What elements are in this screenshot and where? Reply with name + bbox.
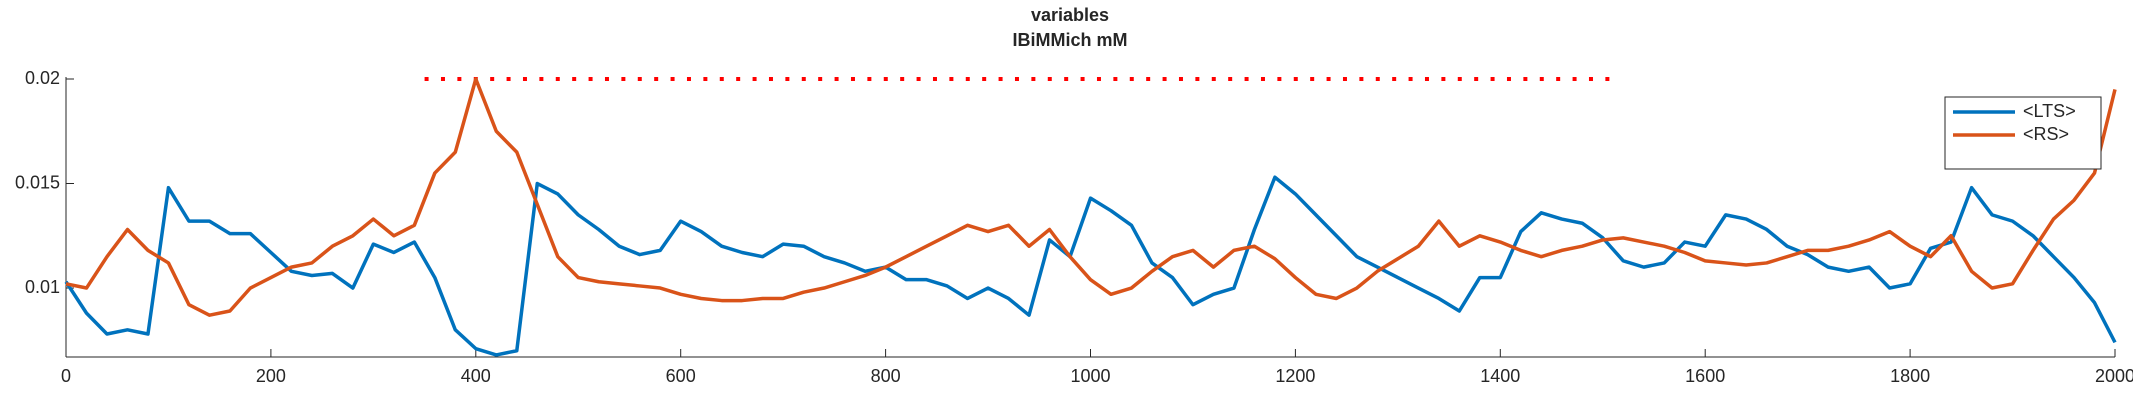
x-tick-label: 1600 (1685, 366, 1725, 386)
series-line (65, 77, 2117, 317)
legend-box (1944, 96, 2102, 170)
legend-label: <RS> (2023, 124, 2069, 144)
x-tick-label: 800 (871, 366, 901, 386)
x-tick-label: 0 (61, 366, 71, 386)
x-tick-label: 2000 (2095, 366, 2133, 386)
x-tick-label: 1800 (1890, 366, 1930, 386)
y-tick-label: 0.015 (15, 172, 60, 192)
x-tick-label: 1200 (1275, 366, 1315, 386)
y-tick-label: 0.02 (25, 68, 60, 88)
chart-title: variables (1031, 5, 1109, 25)
y-tick-label: 0.01 (25, 277, 60, 297)
chart-subtitle: IBiMMich mM (1013, 30, 1128, 50)
x-tick-label: 1400 (1480, 366, 1520, 386)
series-line (64, 175, 2117, 357)
x-tick-label: 1000 (1070, 366, 1110, 386)
x-tick-label: 600 (666, 366, 696, 386)
x-tick-label: 200 (256, 366, 286, 386)
legend-label: <LTS> (2023, 101, 2076, 121)
x-tick-label: 400 (461, 366, 491, 386)
